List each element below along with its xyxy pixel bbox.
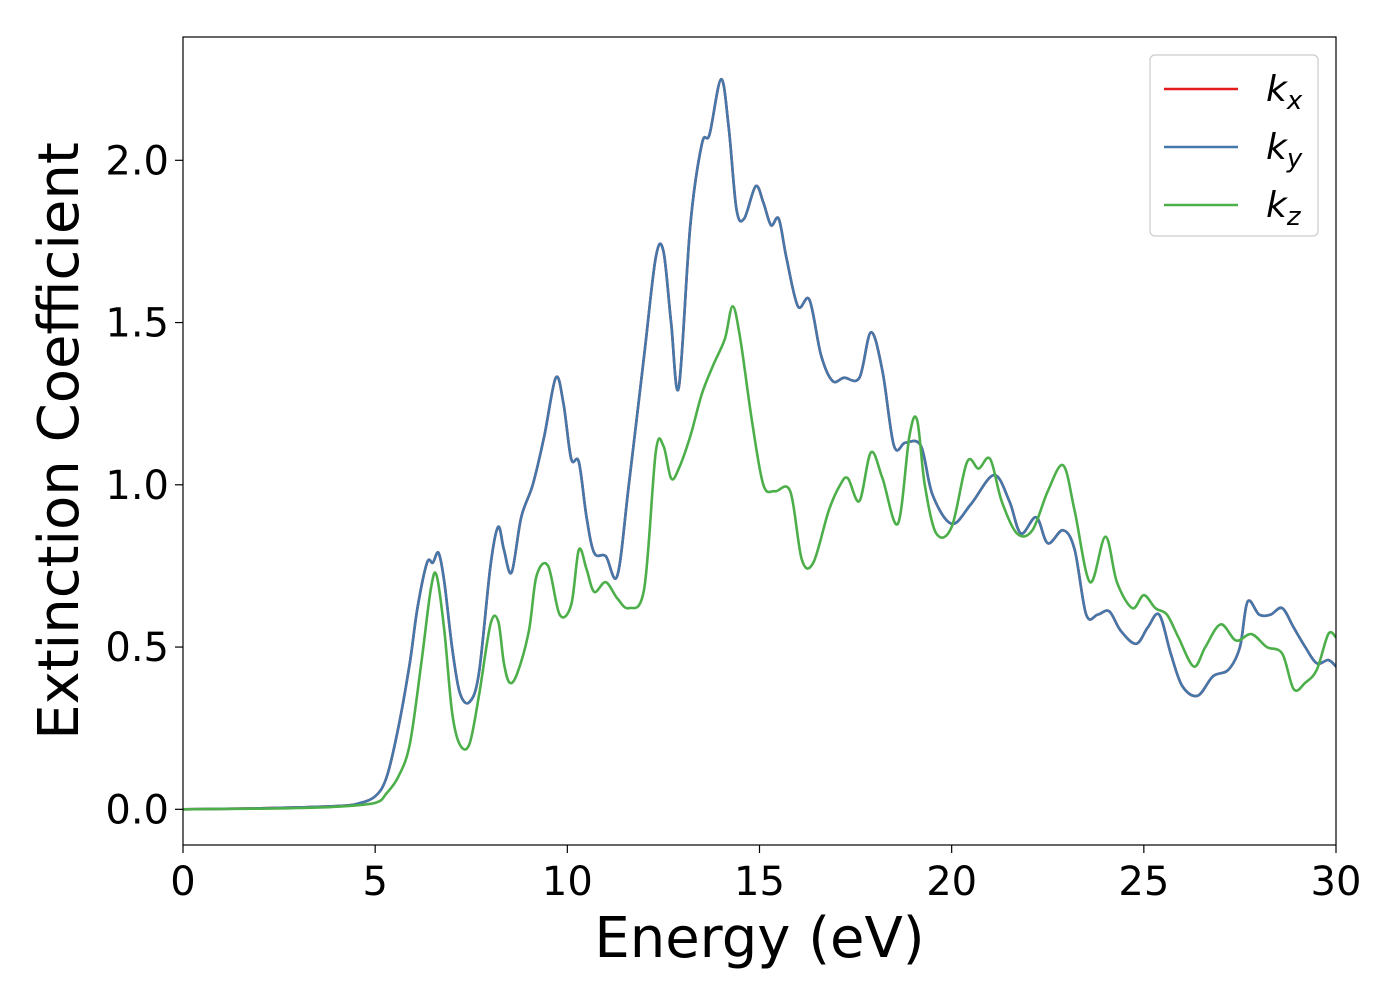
x-tick-label: 25 (1118, 859, 1169, 905)
y-tick-label: 0.5 (105, 625, 169, 671)
axis-ticks: 0 5 10 15 20 25 30 0.0 0.5 1.0 1.5 2.0 (105, 138, 1361, 905)
x-axis-title: Energy (eV) (594, 906, 924, 971)
legend-label-k-y: ky (1266, 127, 1303, 174)
legend-label-k-z: kz (1266, 185, 1302, 232)
series-line-k-z (183, 305, 1336, 811)
x-tick-label: 20 (926, 859, 977, 905)
x-tick-label: 15 (734, 859, 785, 905)
x-tick-label: 5 (362, 859, 387, 905)
legend-box (1149, 54, 1319, 237)
y-tick-label: 0.0 (105, 787, 169, 833)
series-line-k-y (183, 77, 1336, 811)
plot-frame (182, 36, 1337, 846)
legend: kx ky kz (1149, 54, 1319, 237)
y-axis-title: Extinction Coefficient (27, 142, 92, 740)
x-tick-label: 10 (542, 859, 593, 905)
y-tick-label: 1.5 (105, 301, 169, 347)
y-tick-label: 2.0 (105, 138, 169, 184)
legend-label-k-x: kx (1266, 69, 1303, 116)
x-tick-label: 0 (170, 859, 195, 905)
y-tick-label: 1.0 (105, 463, 169, 509)
x-tick-label: 30 (1311, 859, 1362, 905)
